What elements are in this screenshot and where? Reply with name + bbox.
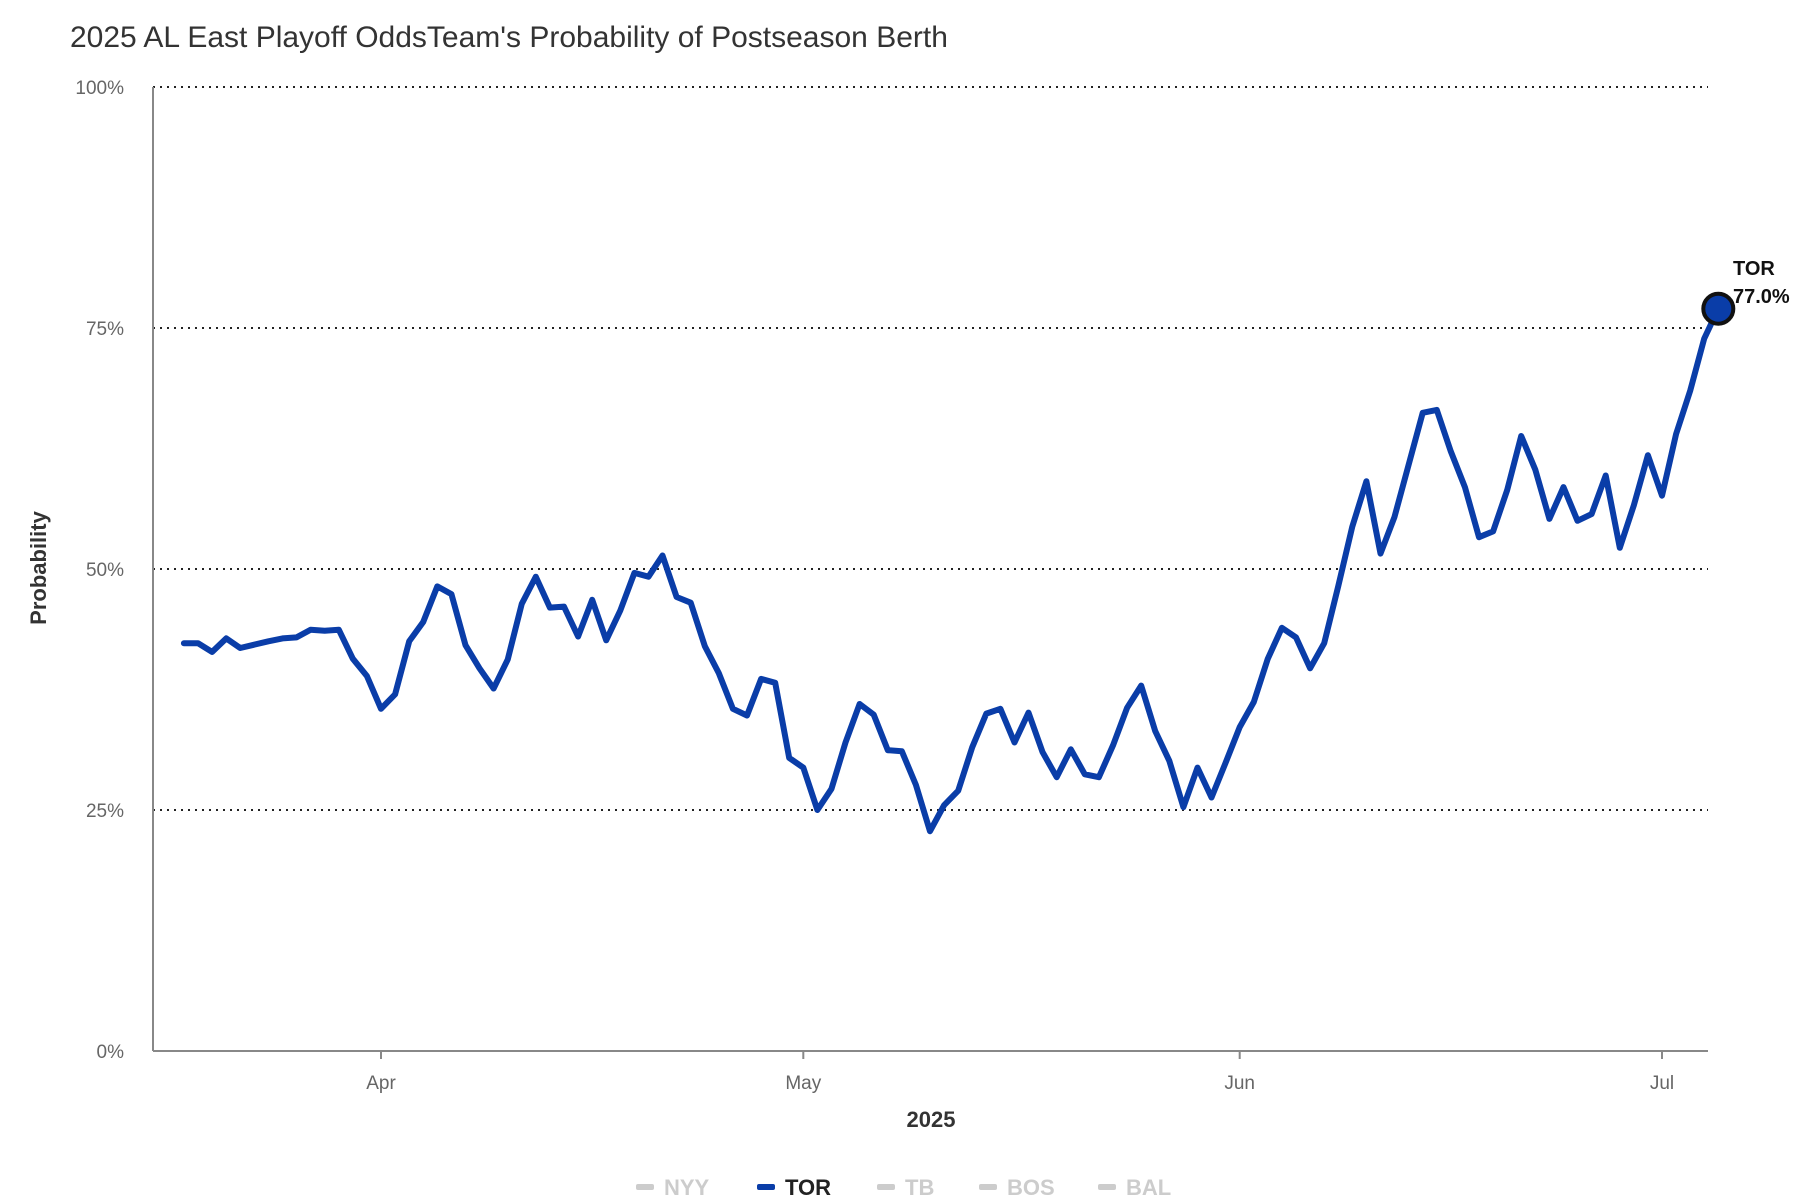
legend-swatch-tor xyxy=(757,1184,775,1190)
x-axis-ticks: Apr May Jun Jul xyxy=(366,1051,1674,1094)
y-tick-label: 100% xyxy=(75,78,124,99)
end-label-team: TOR xyxy=(1733,258,1775,280)
legend-item-tor: TOR xyxy=(785,1175,831,1200)
x-tick-label: Jun xyxy=(1224,1073,1255,1094)
y-axis-title: Probability xyxy=(26,510,51,624)
axes xyxy=(152,87,1708,1052)
chart-title: 2025 AL East Playoff OddsTeam's Probabil… xyxy=(70,21,948,54)
y-tick-label: 50% xyxy=(86,560,124,581)
x-tick-label: Jul xyxy=(1650,1073,1674,1094)
series-line-tor xyxy=(180,305,1722,835)
legend-item-bos: BOS xyxy=(1007,1175,1055,1200)
legend-swatch-tb xyxy=(877,1184,895,1190)
legend-item-nyy: NYY xyxy=(664,1175,710,1200)
x-tick-label: May xyxy=(785,1073,821,1094)
legend: NYY TOR TB BOS BAL xyxy=(636,1175,1171,1200)
legend-item-bal: BAL xyxy=(1126,1175,1171,1200)
legend-item-tb: TB xyxy=(905,1175,934,1200)
legend-swatch-bos xyxy=(979,1184,997,1190)
y-tick-label: 25% xyxy=(86,801,124,822)
x-tick-label: Apr xyxy=(366,1073,396,1094)
series-end-point xyxy=(1701,291,1736,326)
y-tick-label: 75% xyxy=(86,319,124,340)
y-tick-label: 0% xyxy=(97,1042,125,1063)
x-axis-title: 2025 xyxy=(907,1107,956,1132)
y-axis-ticks: 0% 25% 50% 75% 100% xyxy=(75,78,124,1063)
grid-lines xyxy=(153,86,1708,811)
legend-swatch-nyy xyxy=(636,1184,654,1190)
legend-swatch-bal xyxy=(1098,1184,1116,1190)
series-lines: TOR 77.0% xyxy=(180,258,1790,835)
end-label-value: 77.0% xyxy=(1733,286,1790,308)
